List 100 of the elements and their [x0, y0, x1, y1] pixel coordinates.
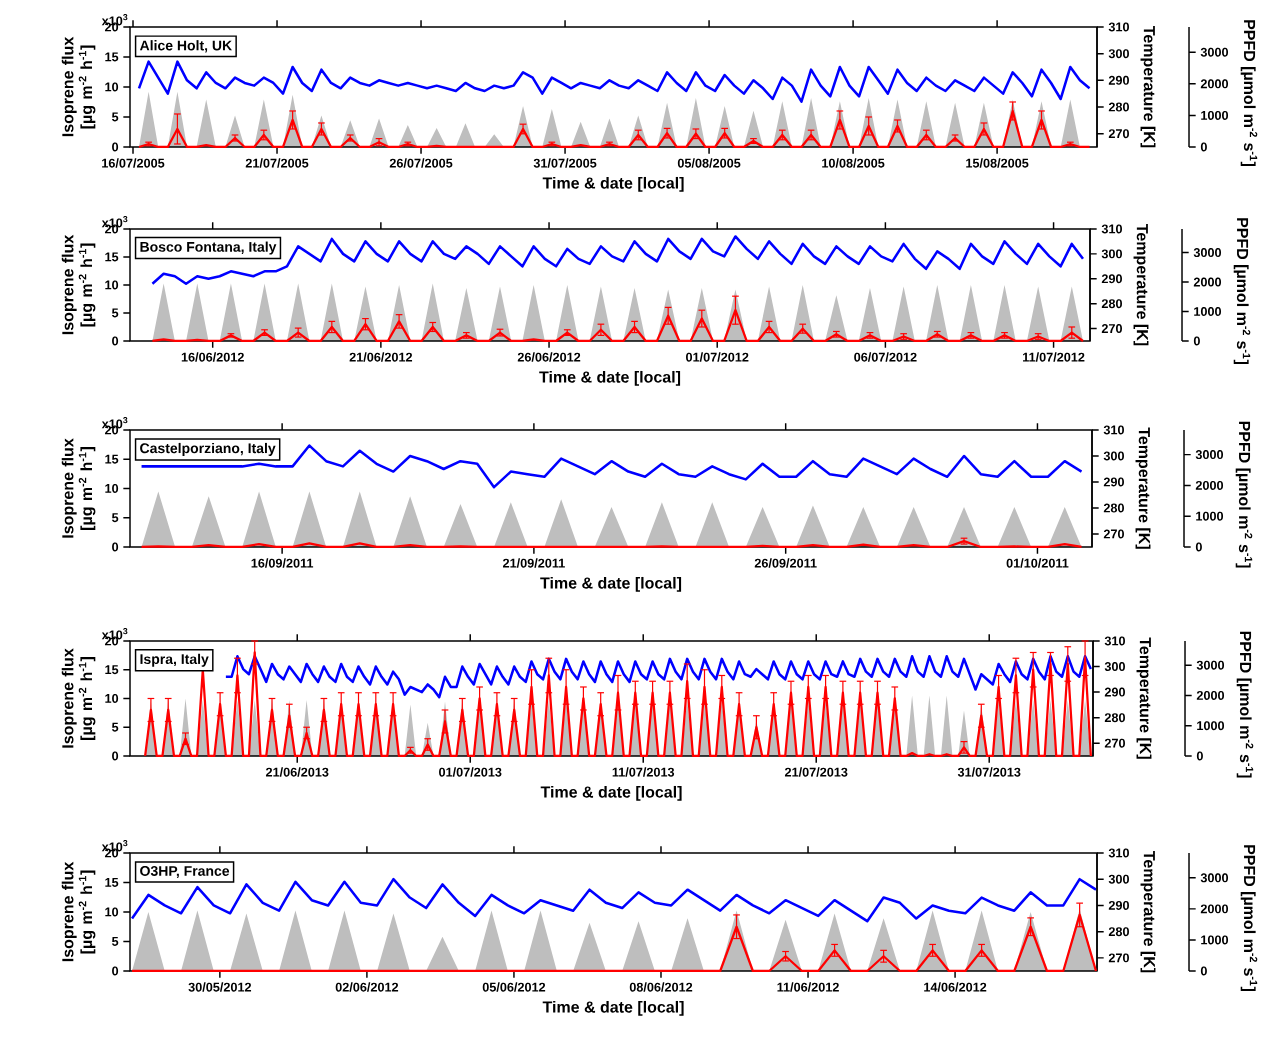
y3-tick-label: 0	[1200, 966, 1207, 976]
x-tick-label: 01/07/2012	[686, 352, 749, 362]
x-axis-title: Time & date [local]	[540, 576, 682, 592]
y3-tick-label: 1000	[1197, 721, 1225, 731]
y2-tick-label: 280	[1104, 713, 1125, 723]
x-tick-label: 16/07/2005	[102, 158, 165, 168]
y2-tick-label: 270	[1108, 953, 1129, 963]
y2-tick-label: 270	[1101, 324, 1122, 334]
y2-tick-label: 270	[1104, 738, 1125, 748]
y2-tick-label: 290	[1103, 477, 1124, 487]
y-tick-label: 15	[105, 454, 119, 464]
y-tick-label: 15	[105, 878, 119, 887]
y3-tick-label: 3000	[1195, 450, 1224, 460]
x-tick-label: 30/05/2012	[188, 982, 252, 992]
y-tick-label: 5	[111, 937, 119, 946]
y2-tick-label: 300	[1103, 451, 1124, 461]
y-tick-label: 10	[105, 484, 119, 493]
y3-tick-label: 3000	[1193, 248, 1222, 258]
y-tick-label: 15	[105, 52, 119, 62]
y-tick-label: 0	[112, 751, 119, 761]
y-tick-label: 0	[112, 966, 119, 976]
x-tick-label: 01/10/2011	[1006, 558, 1069, 568]
y2-tick-label: 310	[1108, 848, 1129, 858]
y2-tick-label: 290	[1101, 274, 1122, 284]
x-tick-label: 06/07/2012	[854, 352, 917, 362]
y3-axis-title: PPFD [µmol m$^{-2}$ s$^{-1}$]	[1233, 218, 1251, 364]
x-tick-label: 16/09/2011	[251, 558, 314, 568]
y-tick-label: 5	[111, 722, 119, 732]
y3-axis-title: PPFD [µmol m$^{-2}$ s$^{-1}$]	[1240, 845, 1258, 991]
y2-axis-title: Temperature [K]	[1133, 223, 1149, 346]
annotation: Bosco Fontana, Italy	[140, 241, 277, 255]
x-tick-label: 01/07/2013	[439, 767, 502, 777]
x-tick-label: 05/08/2005	[677, 158, 741, 168]
y2-tick-label: 270	[1108, 129, 1129, 139]
y-tick-label: 10	[105, 280, 119, 290]
y3-tick-label: 1000	[1194, 307, 1222, 316]
y3-tick-label: 2000	[1193, 277, 1222, 287]
y3-tick-label: 1000	[1201, 935, 1229, 945]
annotation: O3HP, France	[140, 865, 230, 878]
y2-axis-title: Temperature [K]	[1135, 427, 1151, 549]
y3-tick-label: 1000	[1196, 511, 1224, 521]
annotation: Castelporziano, Italy	[140, 442, 276, 456]
x-axis-title: Time & date [local]	[542, 176, 684, 192]
y-tick-label: 15	[105, 252, 119, 262]
y-tick-label: 0	[112, 336, 119, 346]
y3-axis-title: PPFD [µmol m$^{-2}$ s$^{-1}$]	[1236, 631, 1254, 778]
y2-tick-label: 300	[1108, 874, 1129, 884]
y-tick-label: 5	[111, 112, 119, 122]
line-series	[151, 309, 1085, 343]
y2-tick-label: 310	[1108, 22, 1129, 32]
y2-tick-label: 310	[1104, 636, 1125, 646]
x-tick-label: 31/07/2005	[533, 158, 597, 168]
y3-tick-label: 2000	[1196, 690, 1225, 700]
y2-tick-label: 310	[1101, 224, 1122, 234]
y3-tick-label: 2000	[1195, 480, 1224, 490]
y3-tick-label: 3000	[1200, 873, 1229, 883]
y2-tick-label: 310	[1103, 425, 1124, 435]
x-tick-label: 21/09/2011	[502, 558, 565, 568]
y2-tick-label: 300	[1101, 249, 1122, 259]
y3-axis-title: PPFD [µmol m$^{-2}$ s$^{-1}$]	[1240, 20, 1258, 166]
y-tick-label: 10	[105, 694, 119, 703]
y2-tick-label: 270	[1103, 529, 1124, 539]
y2-tick-label: 290	[1108, 900, 1129, 910]
x-tick-label: 10/08/2005	[822, 158, 885, 168]
x-tick-label: 31/07/2013	[957, 767, 1021, 777]
annotation: Alice Holt, UK	[139, 40, 232, 53]
y3-axis-title: PPFD [µmol m$^{-2}$ s$^{-1}$]	[1235, 421, 1253, 568]
y-tick-label: 5	[111, 308, 119, 318]
y2-axis-title: Temperature [K]	[1140, 850, 1156, 973]
y3-tick-label: 1000	[1201, 110, 1229, 120]
x-tick-label: 11/07/2013	[612, 767, 675, 777]
y2-tick-label: 300	[1108, 49, 1129, 59]
y2-tick-label: 280	[1108, 927, 1129, 937]
x-tick-label: 21/07/2005	[245, 158, 309, 168]
y2-tick-label: 280	[1103, 503, 1124, 513]
x-tick-label: 21/06/2012	[349, 352, 413, 362]
x-axis-title: Time & date [local]	[542, 1000, 684, 1016]
y2-tick-label: 290	[1104, 687, 1125, 697]
y3-tick-label: 0	[1200, 142, 1207, 152]
y-tick-label: 0	[112, 542, 119, 552]
y3-tick-label: 3000	[1196, 660, 1225, 670]
y2-tick-label: 280	[1101, 299, 1122, 309]
y-tick-label: 10	[105, 907, 119, 917]
x-axis-title: Time & date [local]	[540, 785, 682, 801]
y2-axis-title: Temperature [K]	[1140, 25, 1156, 148]
x-tick-label: 26/06/2012	[517, 352, 581, 362]
y-tick-label: 10	[105, 82, 119, 92]
y3-tick-label: 0	[1195, 542, 1202, 552]
x-tick-label: 21/07/2013	[784, 767, 848, 777]
x-axis-title: Time & date [local]	[539, 370, 681, 386]
y3-tick-label: 2000	[1200, 79, 1229, 89]
x-tick-label: 02/06/2012	[335, 982, 399, 992]
y3-tick-label: 3000	[1200, 47, 1229, 57]
annotation: Ispra, Italy	[140, 653, 209, 667]
y-tick-label: 0	[112, 142, 119, 152]
y-tick-label: 15	[105, 665, 119, 675]
y3-tick-label: 0	[1193, 336, 1200, 346]
y3-tick-label: 2000	[1200, 904, 1229, 914]
x-tick-label: 26/07/2005	[389, 158, 453, 168]
y-tick-label: 5	[111, 513, 119, 523]
